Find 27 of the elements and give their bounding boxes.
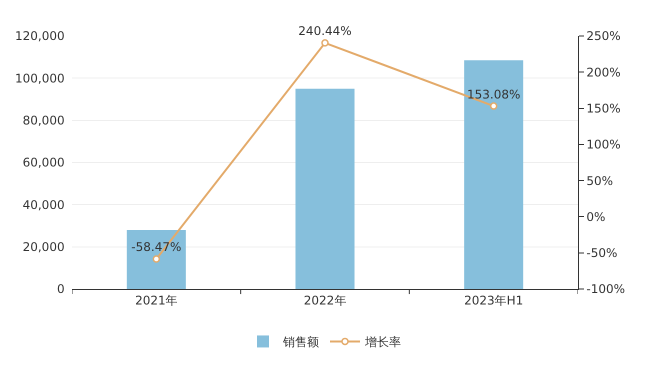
x-tick-label: 2023年H1 (464, 293, 524, 308)
x-tick-label: 2021年 (135, 293, 178, 308)
point (321, 39, 329, 47)
y-tick-label: 100,000 (14, 71, 65, 86)
data-label: 240.44% (298, 24, 352, 38)
y-tick-label: 20,000 (22, 240, 65, 254)
y2-tick-label: 0% (586, 210, 606, 224)
y2-tick-label: 150% (586, 101, 621, 116)
y2-tick-label: -50% (586, 246, 618, 260)
bar (295, 88, 355, 289)
y-tick-label: 120,000 (14, 29, 65, 44)
y-tick-label: 80,000 (22, 114, 65, 128)
y2-tick-label: 250% (586, 29, 621, 44)
point (490, 102, 498, 110)
data-label: 153.08% (466, 87, 520, 102)
bar (464, 60, 524, 289)
point (152, 255, 160, 263)
y2-tick-label: 100% (586, 138, 621, 152)
y-tick-label: 40,000 (22, 198, 65, 212)
y2-tick-label: -100% (586, 282, 626, 296)
y-tick-label: 60,000 (22, 156, 65, 170)
x-tick-label: 2022年 (304, 293, 346, 308)
y2-tick-label: 200% (586, 65, 621, 80)
legend-label: 增长率 (364, 335, 401, 350)
y-tick-label: 0 (56, 282, 65, 296)
y2-tick-label: 50% (586, 174, 614, 188)
legend-label: 销售额 (282, 335, 319, 350)
